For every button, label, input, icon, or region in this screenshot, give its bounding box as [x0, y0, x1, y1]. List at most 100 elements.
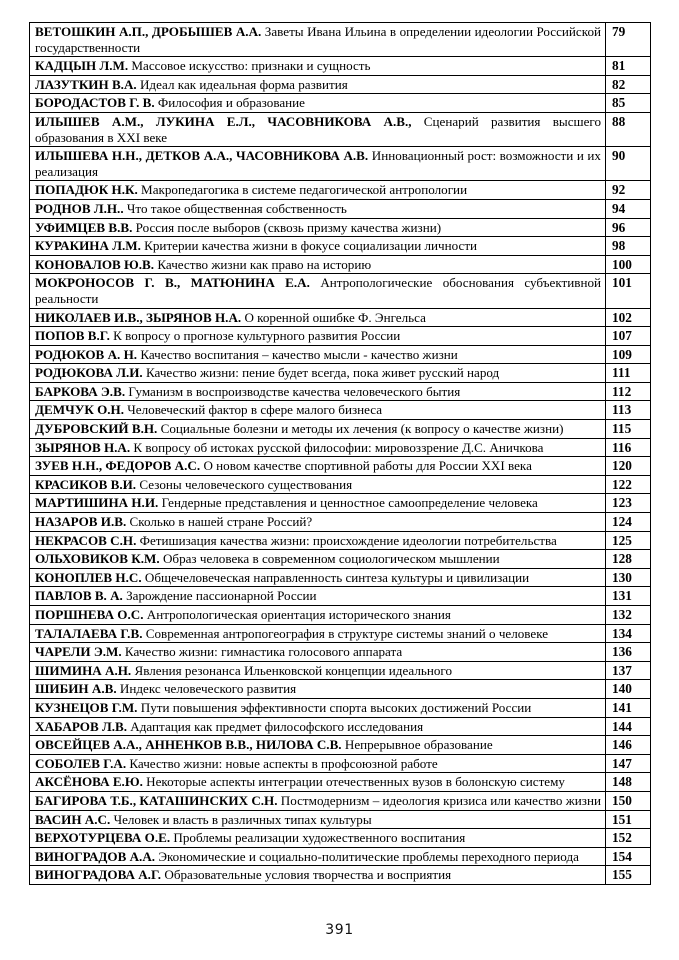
entry-title-cell: БАГИРОВА Т.Б., КАТАШИНСКИХ С.Н. Постмоде…	[30, 792, 605, 810]
entry-author: КУРАКИНА Л.М.	[35, 238, 141, 254]
entry-title-cell: ЧАРЕЛИ Э.М. Качество жизни: гимнастика г…	[30, 643, 605, 661]
entry-title-cell: ШИМИНА А.Н. Явления резонанса Ильенковск…	[30, 662, 605, 680]
entry-title: Экономические и социально-политические п…	[158, 848, 579, 864]
entry-title-cell: РОДЮКОВА Л.И. Качество жизни: пение буде…	[30, 364, 605, 382]
table-row: НАЗАРОВ И.В. Сколько в нашей стране Росс…	[29, 512, 651, 532]
entry-title: Современная антропогеография в структуре…	[145, 625, 549, 641]
entry-page-number: 147	[612, 755, 632, 771]
entry-page-number: 82	[612, 76, 626, 92]
entry-title-cell: ЗУЕВ Н.Н., ФЕДОРОВ А.С. О новом качестве…	[30, 457, 605, 475]
entry-page-number: 79	[612, 24, 626, 39]
entry-author: АКСЁНОВА Е.Ю.	[35, 774, 143, 790]
entry-title-cell: МОКРОНОСОВ Г. В., МАТЮНИНА Е.А. Антропол…	[30, 274, 605, 307]
entry-title-cell: ВИНОГРАДОВА А.Г. Образовательные условия…	[30, 866, 605, 884]
entry-author: СОБОЛЕВ Г.А.	[35, 755, 127, 771]
table-row: ВЕРХОТУРЦЕВА О.Е. Проблемы реализации ху…	[29, 828, 651, 848]
entry-page-number: 155	[612, 867, 632, 883]
entry-author: РОДЮКОВА Л.И.	[35, 365, 143, 381]
entry-title-cell: МАРТИШИНА Н.И. Гендерные представления и…	[30, 494, 605, 512]
entry-page-number: 124	[612, 514, 632, 530]
entry-page-number: 122	[612, 476, 632, 492]
entry-page-number: 120	[612, 458, 632, 474]
entry-title: Что такое общественная собственность	[126, 200, 347, 216]
entry-author: КУЗНЕЦОВ Г.М.	[35, 699, 138, 715]
table-row: ШИМИНА А.Н. Явления резонанса Ильенковск…	[29, 660, 651, 681]
entry-title-cell: ВЕТОШКИН А.П., ДРОБЫШЕВ А.А. Заветы Иван…	[30, 23, 605, 56]
entry-title-cell: ПОРШНЕВА О.С. Антропологическая ориентац…	[30, 606, 605, 624]
entry-title-cell: ВИНОГРАДОВ А.А. Экономические и социальн…	[30, 848, 605, 866]
entry-page-number: 98	[612, 238, 626, 254]
table-row: БОРОДАСТОВ Г. В. Философия и образование…	[29, 93, 651, 113]
entry-title-cell: КАДЦЫН Л.М. Массовое искусство: признаки…	[30, 57, 605, 75]
entry-title-cell: РОДЮКОВ А. Н. Качество воспитания – каче…	[30, 346, 605, 364]
entry-title-cell: ИЛЫШЕВ А.М., ЛУКИНА Е.Л., ЧАСОВНИКОВА А.…	[30, 113, 605, 146]
table-row: НЕКРАСОВ С.Н. Фетишизация качества жизни…	[29, 530, 651, 551]
entry-title-cell: АКСЁНОВА Е.Ю. Некоторые аспекты интеграц…	[30, 773, 605, 791]
entry-page-number: 148	[612, 774, 632, 790]
entry-title: Сезоны человеческого существования	[139, 476, 353, 492]
table-row: МАРТИШИНА Н.И. Гендерные представления и…	[29, 493, 651, 514]
entry-title: Фетишизация качества жизни: происхождени…	[139, 532, 557, 548]
entry-title: Сколько в нашей стране Россий?	[129, 514, 313, 530]
table-row: ШИБИН А.В. Индекс человеческого развития…	[29, 679, 651, 699]
entry-title-cell: ИЛЫШЕВА Н.Н., ДЕТКОВ А.А., ЧАСОВНИКОВА А…	[30, 147, 605, 180]
entry-title-cell: ОВСЕЙЦЕВ А.А., АННЕНКОВ В.В., НИЛОВА С.В…	[30, 736, 605, 754]
entry-title-cell: ВЕРХОТУРЦЕВА О.Е. Проблемы реализации ху…	[30, 829, 605, 847]
entry-author: КАДЦЫН Л.М.	[35, 58, 129, 74]
entry-title: К вопросу об истоках русской философии: …	[133, 439, 544, 455]
entry-title: Общечеловеческая направленность синтеза …	[144, 569, 530, 585]
entry-page-number: 107	[612, 328, 632, 344]
entry-page-number: 130	[612, 569, 632, 585]
entry-title-cell: ОЛЬХОВИКОВ К.М. Образ человека в совреме…	[30, 550, 605, 568]
entry-title-cell: ЛАЗУТКИН В.А. Идеал как идеальная форма …	[30, 76, 605, 94]
table-of-contents-table: ВЕТОШКИН А.П., ДРОБЫШЕВ А.А. Заветы Иван…	[29, 21, 651, 885]
table-row: КУЗНЕЦОВ Г.М. Пути повышения эффективнос…	[29, 697, 651, 718]
table-row: ПОРШНЕВА О.С. Антропологическая ориентац…	[29, 605, 651, 625]
entry-title: Качество жизни: гимнастика голосового ап…	[124, 644, 403, 660]
entry-page-number: 131	[612, 588, 632, 604]
entry-page-number: 112	[612, 383, 632, 399]
entry-author: ТАЛАЛАЕВА Г.В.	[35, 625, 143, 641]
entry-title: Явления резонанса Ильенковской концепции…	[134, 662, 453, 678]
entry-title: Индекс человеческого развития	[119, 681, 297, 697]
table-row: ЗЫРЯНОВ Н.А. К вопросу об истоках русско…	[29, 437, 651, 458]
entry-page-number: 115	[612, 421, 632, 437]
table-row: ИЛЫШЕВ А.М., ЛУКИНА Е.Л., ЧАСОВНИКОВА А.…	[29, 111, 651, 148]
entry-title: Массовое искусство: признаки и сущность	[131, 58, 371, 74]
entry-title-cell: КУРАКИНА Л.М. Критерии качества жизни в …	[30, 237, 605, 255]
entry-title: Постмодернизм – идеология кризиса или ка…	[280, 792, 601, 808]
entry-author: НАЗАРОВ И.В.	[35, 514, 127, 530]
entry-author: ДЕМЧУК О.Н.	[35, 402, 125, 418]
table-row: ПАВЛОВ В. А. Зарождение пассионарной Рос…	[29, 586, 651, 606]
table-row: ДЕМЧУК О.Н. Человеческий фактор в сфере …	[29, 400, 651, 421]
entry-title: Критерии качества жизни в фокусе социали…	[144, 238, 478, 254]
table-row: ОЛЬХОВИКОВ К.М. Образ человека в совреме…	[29, 549, 651, 569]
entry-author: ХАБАРОВ Л.В.	[35, 718, 128, 734]
entry-title-cell: ПАВЛОВ В. А. Зарождение пассионарной Рос…	[30, 587, 605, 605]
table-row: ОВСЕЙЦЕВ А.А., АННЕНКОВ В.В., НИЛОВА С.В…	[29, 735, 651, 755]
entry-title-cell: НИКОЛАЕВ И.В., ЗЫРЯНОВ Н.А. О коренной о…	[30, 309, 605, 327]
entry-author: МАРТИШИНА Н.И.	[35, 495, 159, 511]
entry-title-cell: ДЕМЧУК О.Н. Человеческий фактор в сфере …	[30, 401, 605, 419]
entry-author: РОДНОВ Л.Н..	[35, 200, 124, 216]
entry-author: КОНОПЛЕВ Н.С.	[35, 569, 142, 585]
entry-author: БАРКОВА Э.В.	[35, 383, 126, 399]
entry-page-number: 109	[612, 346, 632, 362]
entry-title: Инновационный рост: возможности и их реа…	[35, 148, 601, 179]
entry-author: ВАСИН А.С.	[35, 811, 111, 827]
entry-title-cell: ВАСИН А.С. Человек и власть в различных …	[30, 811, 605, 829]
entry-title: Проблемы реализации художественного восп…	[173, 830, 466, 846]
entry-author: БАГИРОВА Т.Б., КАТАШИНСКИХ С.Н.	[35, 792, 278, 808]
table-row: ЗУЕВ Н.Н., ФЕДОРОВ А.С. О новом качестве…	[29, 456, 651, 476]
entry-page-number: 102	[612, 309, 632, 325]
table-row: БАГИРОВА Т.Б., КАТАШИНСКИХ С.Н. Постмоде…	[29, 790, 651, 811]
entry-author: ИЛЫШЕВ А.М., ЛУКИНА Е.Л., ЧАСОВНИКОВА А.…	[35, 113, 412, 129]
entry-author: МОКРОНОСОВ Г. В., МАТЮНИНА Е.А.	[35, 275, 310, 291]
entry-author: ВИНОГРАДОВ А.А.	[35, 848, 156, 864]
entry-title: О новом качестве спортивной работы для Р…	[203, 458, 532, 474]
entry-title-cell: ПОПАДЮК Н.К. Макропедагогика в системе п…	[30, 181, 605, 199]
entry-author: ПОПОВ В.Г.	[35, 328, 110, 344]
entry-author: НЕКРАСОВ С.Н.	[35, 532, 137, 548]
entry-author: ПОРШНЕВА О.С.	[35, 607, 144, 622]
